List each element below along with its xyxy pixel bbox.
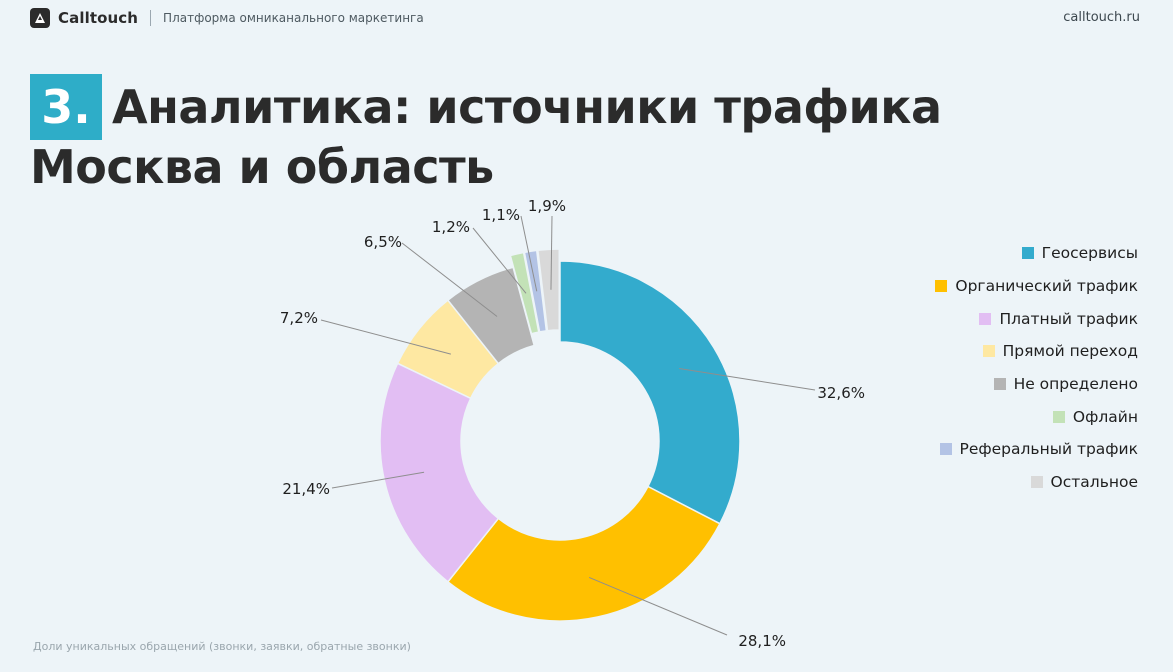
leader-line-1	[679, 367, 816, 391]
legend-item: Платный трафик	[878, 302, 1138, 335]
legend-item: Реферальный трафик	[878, 433, 1138, 466]
chart-legend: Геосервисы Органический трафик Платный тра…	[878, 237, 1138, 499]
legend-label: Геосервисы	[1041, 244, 1138, 263]
slice-1	[559, 260, 741, 525]
slice-8	[537, 248, 561, 332]
leader-line-7	[520, 215, 538, 292]
legend-label: Остальное	[1050, 473, 1138, 492]
legend-label: Реферальный трафик	[959, 440, 1138, 459]
legend-swatch	[993, 378, 1006, 391]
legend-label: Органический трафик	[955, 277, 1138, 296]
legend-label: Офлайн	[1072, 407, 1138, 426]
legend-item: Остальное	[878, 466, 1138, 499]
brand-header: Calltouch Платформа омниканального марке…	[30, 6, 424, 30]
data-label-7: 1,1%	[482, 206, 520, 224]
calltouch-logo-icon	[30, 8, 50, 28]
data-label-4: 7,2%	[280, 309, 318, 327]
brand-divider	[150, 10, 152, 26]
legend-label: Прямой переход	[1002, 342, 1138, 361]
legend-swatch	[1021, 247, 1034, 260]
page-title: 3. Аналитика: источники трафика	[30, 74, 942, 140]
leader-line-4	[320, 319, 451, 355]
legend-swatch	[935, 280, 948, 293]
legend-item: Геосервисы	[878, 237, 1138, 270]
page-title-line1: Аналитика: источники трафика	[112, 80, 942, 134]
legend-label: Платный трафик	[999, 309, 1138, 328]
site-url[interactable]: calltouch.ru	[1063, 10, 1140, 25]
legend-swatch	[982, 345, 995, 358]
leader-line-6	[472, 227, 527, 294]
legend-item: Офлайн	[878, 400, 1138, 433]
page-title-line2: Москва и область	[30, 140, 494, 194]
data-label-5: 6,5%	[364, 233, 402, 251]
leader-line-3	[331, 471, 425, 489]
legend-item: Органический трафик	[878, 270, 1138, 303]
data-label-8: 1,9%	[528, 197, 566, 215]
legend-swatch	[1030, 476, 1043, 489]
section-number-badge: 3.	[30, 74, 102, 140]
leader-line-5	[401, 242, 498, 317]
slice-2	[446, 485, 721, 622]
legend-label: Не определено	[1013, 375, 1138, 394]
slice-3	[379, 362, 500, 583]
brand-name: Calltouch	[58, 9, 139, 27]
legend-item: Не определено	[878, 368, 1138, 401]
slice-6	[509, 251, 540, 335]
legend-swatch	[1052, 410, 1065, 423]
legend-swatch	[939, 443, 952, 456]
leader-line-8	[550, 215, 553, 290]
data-label-6: 1,2%	[432, 218, 470, 236]
data-label-2: 28,1%	[738, 632, 786, 650]
leader-line-2	[588, 576, 728, 636]
brand-tagline: Платформа омниканального маркетинга	[163, 11, 424, 25]
chart-footnote: Доли уникальных обращений (звонки, заявк…	[33, 640, 411, 653]
data-label-1: 32,6%	[817, 384, 865, 402]
data-label-3: 21,4%	[282, 480, 330, 498]
legend-item: Прямой переход	[878, 335, 1138, 368]
legend-swatch	[979, 312, 992, 325]
